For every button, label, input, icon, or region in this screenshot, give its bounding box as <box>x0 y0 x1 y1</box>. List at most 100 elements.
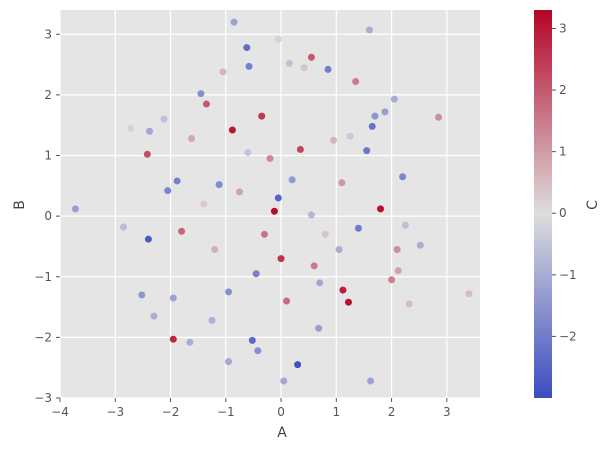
scatter-point <box>330 136 338 144</box>
colorbar-tick-label: 3 <box>559 21 567 35</box>
scatter-point <box>307 53 315 61</box>
scatter-point <box>208 316 216 324</box>
scatter-point <box>200 200 208 208</box>
scatter-point <box>300 64 308 72</box>
scatter-point <box>280 377 288 385</box>
scatter-point <box>230 18 238 26</box>
scatter-point <box>390 95 398 103</box>
scatter-point <box>344 298 352 306</box>
scatter-point <box>225 288 233 296</box>
scatter-point <box>465 290 473 298</box>
scatter-point <box>405 300 413 308</box>
scatter-point <box>381 108 389 116</box>
x-axis-ticks: −4 −3 −2 −1 0 1 2 3 <box>51 398 451 419</box>
colorbar-tick-label: −2 <box>559 329 577 343</box>
scatter-point <box>316 279 324 287</box>
scatter-point <box>236 188 244 196</box>
scatter-point <box>363 147 371 155</box>
scatter-point <box>270 207 278 215</box>
scatter-point <box>248 336 256 344</box>
colorbar-ticks: −2 −1 0 1 2 3 <box>552 21 577 343</box>
scatter-point <box>202 100 210 108</box>
x-tick-label: 0 <box>277 405 285 419</box>
scatter-point <box>338 179 346 187</box>
x-tick-label: 1 <box>332 405 340 419</box>
scatter-point <box>393 245 401 253</box>
scatter-point <box>321 230 329 238</box>
scatter-point <box>160 115 168 123</box>
scatter-point <box>215 181 223 189</box>
scatter-point <box>225 358 233 366</box>
plot-area <box>60 10 480 398</box>
colorbar-tick-label: 0 <box>559 206 567 220</box>
scatter-point <box>310 262 318 270</box>
colorbar-label: C <box>585 200 601 210</box>
scatter-point <box>346 132 354 140</box>
scatter-point <box>354 224 362 232</box>
scatter-point <box>186 338 194 346</box>
y-tick-label: 2 <box>44 88 52 102</box>
scatter-point <box>371 112 379 120</box>
y-tick-label: −1 <box>34 270 52 284</box>
scatter-point <box>71 205 79 213</box>
scatter-point <box>169 294 177 302</box>
scatter-point <box>388 276 396 284</box>
scatter-point <box>274 194 282 202</box>
y-tick-label: 0 <box>44 209 52 223</box>
scatter-point <box>352 78 360 86</box>
scatter-point <box>258 112 266 120</box>
x-axis-label: A <box>277 425 287 441</box>
scatter-point <box>254 347 262 355</box>
scatter-point <box>260 230 268 238</box>
scatter-point <box>307 211 315 219</box>
x-tick-label: −3 <box>106 405 124 419</box>
scatter-point <box>368 122 376 130</box>
scatter-point <box>169 335 177 343</box>
scatter-point <box>197 90 205 98</box>
scatter-points <box>71 18 473 385</box>
scatter-point <box>245 62 253 70</box>
scatter-point <box>399 173 407 181</box>
scatter-point <box>335 245 343 253</box>
scatter-point <box>244 148 252 156</box>
y-tick-label: −3 <box>34 391 52 405</box>
scatter-point <box>144 235 152 243</box>
scatter-point <box>339 286 347 294</box>
colorbar-tick-label: 2 <box>559 83 567 97</box>
x-tick-label: −2 <box>162 405 180 419</box>
scatter-point <box>120 223 128 231</box>
x-tick-label: 3 <box>443 405 451 419</box>
y-tick-label: 3 <box>44 27 52 41</box>
scatter-point <box>173 177 181 185</box>
y-tick-label: −2 <box>34 330 52 344</box>
x-tick-label: 2 <box>388 405 396 419</box>
scatter-point <box>274 35 282 43</box>
x-tick-label: −1 <box>217 405 235 419</box>
scatter-point <box>266 155 274 163</box>
scatter-point <box>367 377 375 385</box>
scatter-point <box>377 205 385 213</box>
scatter-point <box>394 267 402 275</box>
x-tick-label: −4 <box>51 405 69 419</box>
scatter-point <box>277 255 285 263</box>
scatter-point <box>285 59 293 67</box>
scatter-point <box>228 126 236 134</box>
scatter-point <box>401 221 409 229</box>
y-axis-ticks: −3 −2 −1 0 1 2 3 <box>34 27 60 405</box>
y-tick-label: 1 <box>44 149 52 163</box>
scatter-point <box>243 44 251 52</box>
scatter-point <box>324 65 332 73</box>
scatter-point <box>219 68 227 76</box>
scatter-point <box>143 150 151 158</box>
scatter-point <box>416 241 424 249</box>
colorbar-tick-label: −1 <box>559 268 577 282</box>
scatter-point <box>296 145 304 153</box>
scatter-point <box>150 312 158 320</box>
scatter-point <box>435 113 443 121</box>
colorbar <box>534 10 552 398</box>
scatter-point <box>315 324 323 332</box>
colorbar-tick-label: 1 <box>559 145 567 159</box>
scatter-point <box>127 124 135 132</box>
scatter-point <box>178 227 186 235</box>
